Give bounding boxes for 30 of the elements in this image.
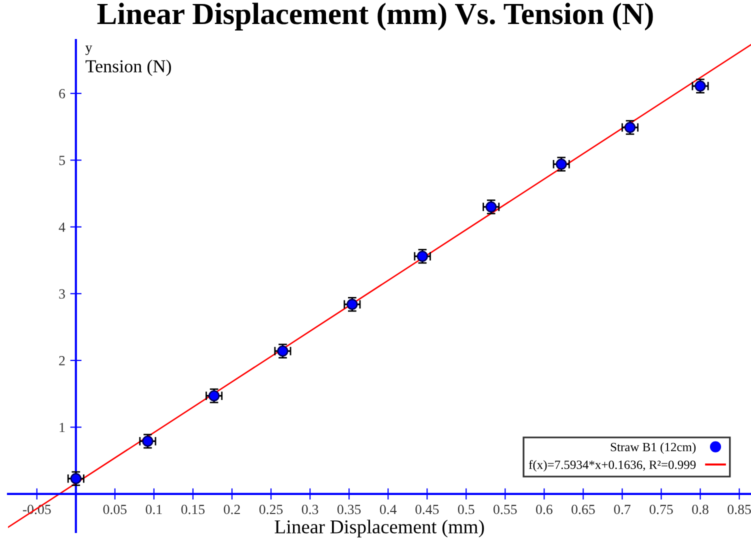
y-tick-label: 5 [59, 156, 65, 166]
x-tick-label: 0.5 [458, 504, 474, 514]
y-tick-label: 2 [59, 356, 65, 366]
x-tick-label: 0.25 [259, 504, 283, 514]
x-axis-title: Linear Displacement (mm) [274, 520, 484, 538]
legend-label: Straw B1 (12cm) [610, 442, 696, 454]
x-tick-label: 0.15 [181, 504, 205, 514]
x-tick-label: 0.05 [103, 504, 127, 514]
x-tick-label: 0.1 [146, 504, 162, 514]
x-tick-label: 0.65 [572, 504, 595, 514]
x-tick-label: 0.45 [415, 504, 439, 514]
x-tick-label: 0.3 [302, 504, 318, 514]
y-tick-label: 4 [58, 222, 66, 232]
y-tick-label: 3 [59, 289, 65, 299]
chart-title: Linear Displacement (mm) Vs. Tension (N) [97, 2, 653, 30]
x-tick-label: 0.6 [536, 504, 552, 514]
point [70, 473, 82, 484]
x-tick-label: 0.8 [692, 504, 708, 514]
y-tick-label: 6 [59, 89, 66, 98]
x-tick-label: 0.55 [494, 504, 517, 514]
x-tick-label: 0.4 [380, 504, 397, 514]
x-tick-label: 0.7 [614, 504, 631, 514]
x-tick-label: 0.2 [224, 504, 240, 514]
y-axis-title: Tension (N) [86, 60, 171, 76]
x-tick-label: 0.75 [650, 504, 673, 514]
legend-label: f(x)=7.5934*x+0.1636, R²=0.999 [528, 460, 696, 472]
annotation: y [85, 46, 92, 56]
y-tick-label: 1 [60, 422, 65, 432]
x-tick-label: 0.85 [728, 504, 751, 514]
x-tick-label: 0.35 [337, 504, 361, 514]
